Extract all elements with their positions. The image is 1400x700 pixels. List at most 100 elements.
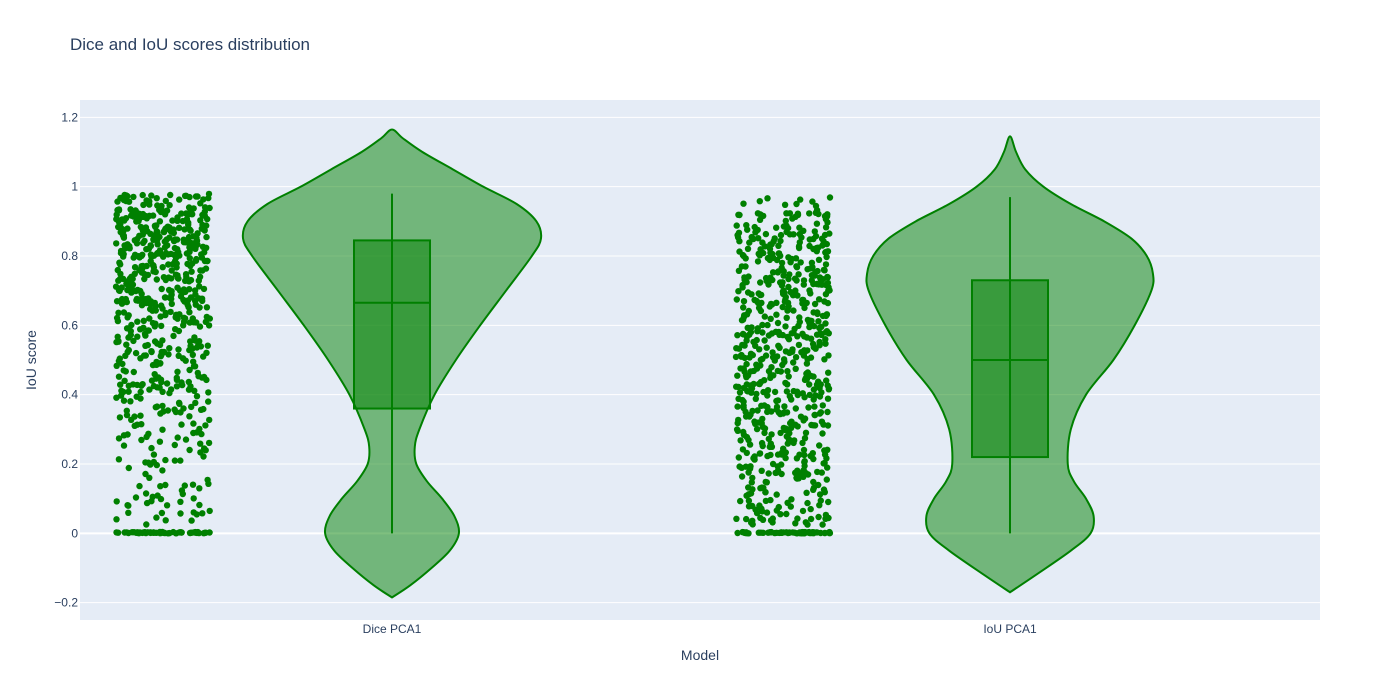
data-point [825, 498, 832, 506]
data-point [179, 490, 186, 498]
data-point [139, 191, 146, 199]
data-point [803, 370, 810, 377]
data-point [125, 382, 132, 389]
data-point [810, 478, 817, 486]
data-point [115, 223, 122, 231]
data-point [800, 277, 808, 284]
data-point [751, 223, 758, 231]
data-point [735, 345, 743, 352]
data-point [173, 311, 180, 318]
data-point [175, 224, 183, 231]
data-point [825, 284, 832, 291]
data-point [787, 289, 794, 296]
data-point [768, 301, 776, 308]
data-point [200, 285, 208, 293]
data-point [824, 422, 832, 429]
data-point [142, 352, 149, 359]
data-point [773, 224, 780, 231]
data-point [154, 384, 161, 391]
data-point [124, 286, 131, 294]
data-point [186, 413, 193, 420]
data-point [778, 282, 786, 289]
data-point [113, 240, 120, 247]
data-point [825, 352, 832, 359]
data-point [205, 190, 213, 198]
data-point [737, 497, 744, 505]
data-point [195, 277, 202, 284]
y-axis-title: IoU score [23, 330, 39, 390]
data-point [157, 483, 164, 490]
data-point [735, 395, 742, 402]
data-point [175, 248, 182, 256]
data-point [753, 361, 760, 368]
data-point [120, 309, 128, 316]
data-point [799, 507, 807, 515]
data-point [808, 277, 815, 284]
data-point [115, 218, 123, 226]
data-point [201, 249, 208, 256]
data-point [806, 242, 813, 250]
data-point [809, 198, 816, 205]
data-point [791, 529, 798, 536]
data-point [760, 249, 767, 257]
data-point [785, 283, 792, 291]
data-point [137, 395, 144, 402]
data-point [744, 226, 751, 233]
data-point [746, 239, 753, 246]
data-point [744, 289, 752, 296]
data-point [819, 521, 826, 528]
data-point [137, 355, 144, 362]
data-point [186, 226, 193, 233]
y-tick-label: 0.2 [61, 457, 78, 471]
data-point [778, 449, 786, 456]
data-point [743, 381, 750, 388]
data-point [171, 406, 178, 413]
data-point [792, 255, 800, 262]
data-point [740, 404, 747, 412]
data-point [745, 469, 752, 476]
data-point [782, 379, 789, 387]
data-point [166, 529, 173, 537]
data-point [734, 529, 741, 537]
data-point [120, 367, 127, 374]
data-point [769, 519, 776, 526]
data-point [146, 386, 153, 393]
data-point [142, 459, 149, 466]
data-point [807, 515, 815, 523]
data-point [819, 430, 826, 437]
data-point [125, 529, 132, 537]
data-point [184, 260, 191, 268]
data-point [175, 399, 183, 406]
data-point [194, 230, 201, 237]
data-point [757, 485, 764, 492]
data-point [115, 373, 123, 380]
data-point [767, 451, 774, 459]
data-point [130, 193, 137, 201]
data-point [743, 515, 750, 523]
data-point [147, 257, 154, 265]
data-point [184, 301, 191, 308]
data-point [159, 402, 166, 410]
data-point [756, 198, 763, 205]
data-point [740, 298, 748, 305]
data-point [783, 510, 790, 518]
data-point [787, 420, 794, 427]
data-point [762, 230, 770, 238]
data-point [816, 338, 823, 346]
data-point [203, 313, 210, 321]
data-point [205, 398, 212, 405]
data-point [183, 216, 191, 223]
data-point [162, 481, 169, 489]
data-point [795, 243, 803, 250]
data-point [134, 421, 141, 428]
data-point [815, 296, 823, 303]
data-point [793, 200, 800, 208]
data-point [136, 482, 143, 490]
data-point [738, 351, 745, 359]
data-point [185, 378, 192, 386]
data-point [739, 446, 747, 453]
data-point [819, 242, 826, 249]
data-point [823, 377, 830, 384]
data-point [743, 374, 750, 381]
